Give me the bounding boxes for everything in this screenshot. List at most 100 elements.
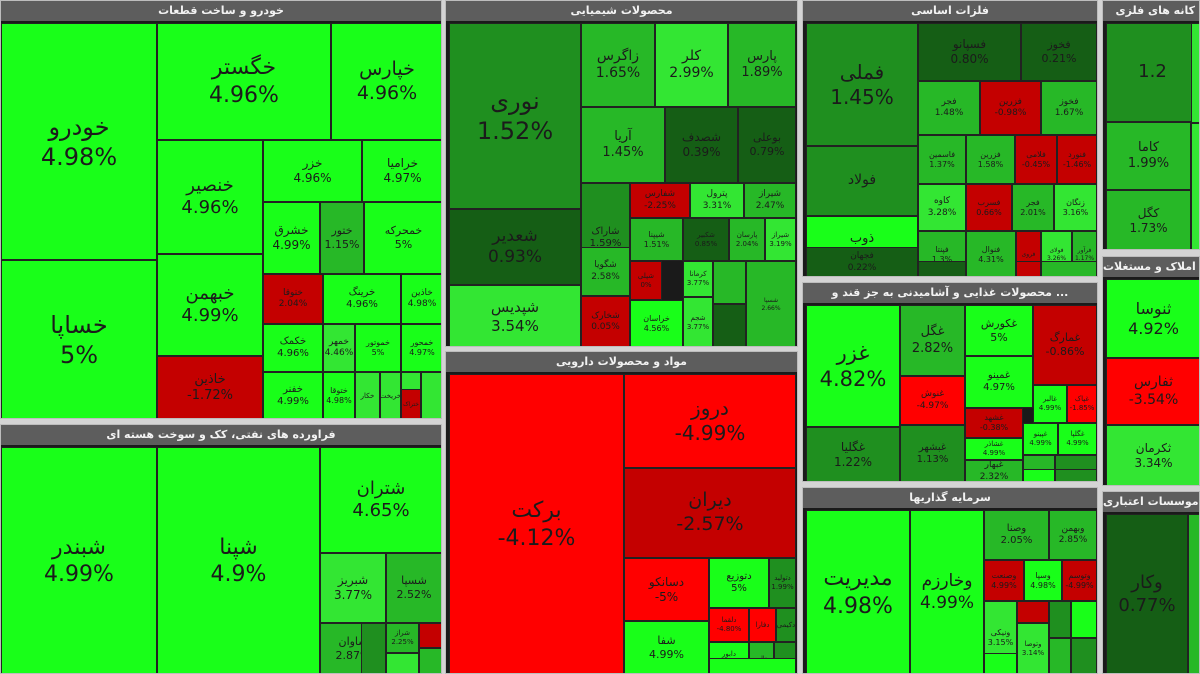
stock-tile[interactable]: ختراک	[401, 389, 421, 418]
stock-tile[interactable]: فاسمین 1.37%	[918, 135, 966, 184]
stock-tile[interactable]: شراز 2.25%	[386, 623, 419, 653]
stock-tile[interactable]	[709, 658, 796, 673]
stock-tile[interactable]: ختوقا 2.04%	[263, 274, 323, 324]
stock-tile[interactable]: غالبر 4.99%	[1033, 385, 1067, 423]
stock-tile[interactable]: غشاذر 4.99%	[965, 438, 1023, 460]
stock-tile[interactable]	[984, 653, 1017, 673]
stock-tile[interactable]: فسرب 0.66%	[966, 184, 1012, 231]
stock-tile[interactable]	[713, 261, 746, 304]
stock-tile[interactable]	[1188, 514, 1199, 673]
stock-tile[interactable]: فنوال 4.31%	[966, 231, 1016, 276]
stock-tile[interactable]: خریخت	[380, 372, 401, 418]
stock-tile[interactable]: غپاک -1.85%	[1067, 385, 1097, 423]
stock-tile[interactable]: شصدف 0.39%	[665, 107, 738, 183]
stock-tile[interactable]: شفا 4.99%	[624, 621, 709, 673]
stock-tile[interactable]: شیپنا 1.51%	[630, 218, 683, 261]
stock-tile[interactable]: فزرین 1.58%	[966, 135, 1015, 184]
stock-tile[interactable]: ختور 1.15%	[320, 202, 364, 274]
stock-tile[interactable]: دفارا	[749, 608, 776, 642]
stock-tile[interactable]: دکیمی	[776, 608, 796, 642]
stock-tile[interactable]: وصنا 2.05%	[984, 510, 1049, 560]
stock-tile[interactable]: خفنر 4.99%	[263, 372, 323, 418]
stock-tile[interactable]: فنورد -1.46%	[1057, 135, 1097, 184]
stock-tile[interactable]: غنوش -4.97%	[900, 376, 965, 425]
stock-tile[interactable]	[918, 261, 966, 276]
stock-tile[interactable]: فسپانو 0.80%	[918, 23, 1021, 81]
stock-tile[interactable]: خپارس 4.96%	[331, 23, 441, 140]
stock-tile[interactable]: وتوسم -4.99%	[1062, 560, 1097, 601]
stock-tile[interactable]	[1071, 601, 1097, 638]
stock-tile[interactable]: زنگان 3.16%	[1054, 184, 1097, 231]
stock-tile[interactable]: خموتور 5%	[355, 324, 401, 372]
stock-tile[interactable]: خکمک 4.96%	[263, 324, 323, 372]
stock-tile[interactable]	[1071, 638, 1097, 673]
stock-tile[interactable]: غمارگ -0.86%	[1033, 305, 1097, 385]
stock-tile[interactable]: خمحرکه 5%	[364, 202, 441, 274]
stock-tile[interactable]: شپنا 4.9%	[157, 447, 320, 673]
stock-tile[interactable]	[1049, 638, 1071, 673]
stock-tile[interactable]: ثنوسا 4.92%	[1106, 279, 1199, 358]
stock-tile[interactable]	[1017, 601, 1049, 623]
stock-tile[interactable]: شخارک 0.05%	[581, 296, 630, 346]
stock-tile[interactable]: دسانکو -5%	[624, 558, 709, 621]
stock-tile[interactable]: شفارس -2.25%	[630, 183, 690, 218]
stock-tile[interactable]: فخوز 1.67%	[1041, 81, 1097, 135]
stock-tile[interactable]: وصنعت 4.99%	[984, 560, 1024, 601]
stock-tile[interactable]: خکار	[355, 372, 380, 418]
stock-tile[interactable]	[386, 653, 419, 673]
stock-tile[interactable]: آریا 1.45%	[581, 107, 665, 183]
stock-tile[interactable]: ختوقا 4.98%	[323, 372, 355, 418]
stock-tile[interactable]: شپلی 0%	[630, 261, 662, 300]
stock-tile[interactable]: مدیریت 4.98%	[806, 510, 910, 673]
stock-tile[interactable]: خراسان 4.56%	[630, 300, 683, 346]
stock-tile[interactable]	[419, 648, 441, 673]
stock-tile[interactable]: خودرو 4.98%	[1, 23, 157, 260]
stock-tile[interactable]	[1055, 469, 1097, 481]
stock-tile[interactable]: شپدیس 3.54%	[449, 285, 581, 346]
stock-tile[interactable]: خرینگ 4.96%	[323, 274, 401, 324]
stock-tile[interactable]: شکبیر 0.85%	[683, 218, 729, 261]
stock-tile[interactable]: غپینو 4.99%	[1023, 423, 1058, 455]
stock-tile[interactable]: نوری 1.52%	[449, 23, 581, 209]
stock-tile[interactable]: فجر 1.48%	[918, 81, 980, 135]
stock-tile[interactable]: وخارزم 4.99%	[910, 510, 984, 673]
stock-tile[interactable]: فملی 1.45%	[806, 23, 918, 146]
stock-tile[interactable]: خگستر 4.96%	[157, 23, 331, 140]
stock-tile[interactable]: کاوه 3.28%	[918, 184, 966, 231]
stock-tile[interactable]: غگلیا 1.22%	[806, 427, 900, 481]
stock-tile[interactable]: فجر 2.01%	[1012, 184, 1054, 231]
stock-tile[interactable]: پترول 3.31%	[690, 183, 744, 218]
stock-tile[interactable]: خمهر 4.46%	[323, 324, 355, 372]
stock-tile[interactable]: خشرق 4.99%	[263, 202, 320, 274]
stock-tile[interactable]: غگل 2.82%	[900, 305, 965, 376]
stock-tile[interactable]	[713, 304, 746, 346]
stock-tile[interactable]	[1191, 23, 1199, 123]
stock-tile[interactable]: غکورش 5%	[965, 305, 1033, 356]
stock-tile[interactable]	[1016, 261, 1041, 276]
stock-tile[interactable]: شیراز 3.19%	[765, 218, 796, 261]
stock-tile[interactable]	[421, 372, 441, 418]
stock-tile[interactable]: خرامیا 4.97%	[362, 140, 441, 202]
stock-tile[interactable]: غشهد -0.38%	[965, 408, 1023, 438]
stock-tile[interactable]: کاما 1.99%	[1106, 122, 1191, 190]
stock-tile[interactable]	[1049, 601, 1071, 638]
stock-tile[interactable]: شگویا 2.58%	[581, 247, 630, 296]
stock-tile[interactable]: غبشهر 1.13%	[900, 425, 965, 481]
stock-tile[interactable]	[361, 623, 386, 673]
stock-tile[interactable]: شسپا 2.66%	[746, 261, 796, 346]
stock-tile[interactable]: وتوصا 3.14%	[1017, 623, 1049, 673]
stock-tile[interactable]: برکت -4.12%	[449, 374, 624, 673]
stock-tile[interactable]: فزرین -0.98%	[980, 81, 1041, 135]
stock-tile[interactable]: شسپا 2.52%	[386, 553, 441, 623]
stock-tile[interactable]: دیران -2.57%	[624, 468, 796, 558]
stock-tile[interactable]: وسپا 4.98%	[1024, 560, 1062, 601]
stock-tile[interactable]: پارس 1.89%	[728, 23, 796, 107]
stock-tile[interactable]: کلر 2.99%	[655, 23, 728, 107]
stock-tile[interactable]: غزر 4.82%	[806, 305, 900, 427]
stock-tile[interactable]: کرمانا 3.77%	[683, 261, 713, 297]
stock-tile[interactable]	[1023, 469, 1055, 481]
stock-tile[interactable]: غمینو 4.97%	[965, 356, 1033, 408]
stock-tile[interactable]: خبهمن 4.99%	[157, 254, 263, 356]
stock-tile[interactable]: خاذین -1.72%	[157, 356, 263, 418]
stock-tile[interactable]: خزر 4.96%	[263, 140, 362, 202]
